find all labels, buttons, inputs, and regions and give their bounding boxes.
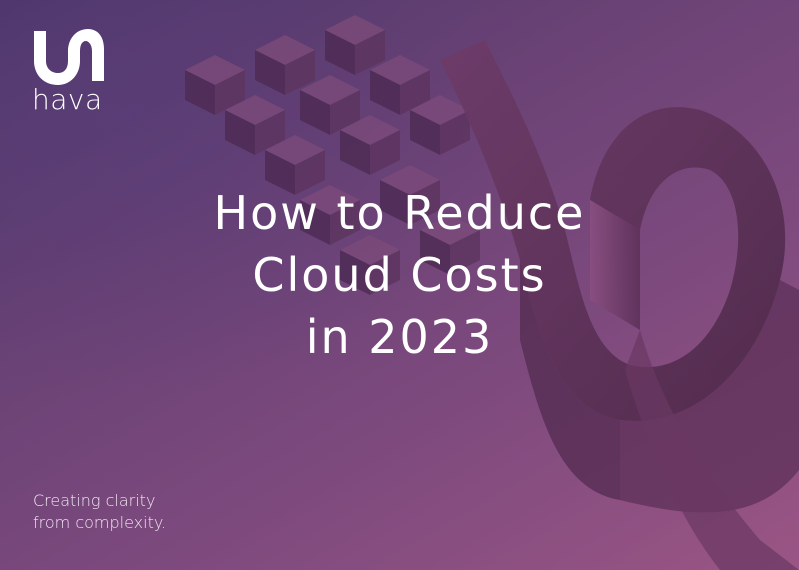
tagline-line-2: from complexity. [33,513,167,532]
tagline-line-1: Creating clarity [33,491,156,510]
hava-logo-icon [34,29,104,85]
headline-line-2: Cloud Costs [252,248,547,302]
tagline: Creating clarity from complexity. [33,490,166,534]
headline-line-1: How to Reduce [213,186,586,240]
hava-logo[interactable]: hava [30,25,106,117]
brand-name: hava [32,83,103,116]
ribbon-loop-shape [440,40,799,570]
headline-line-3: in 2023 [305,310,494,364]
pixel-cube-cluster [185,15,480,295]
headline: How to Reduce Cloud Costs in 2023 [0,182,799,368]
